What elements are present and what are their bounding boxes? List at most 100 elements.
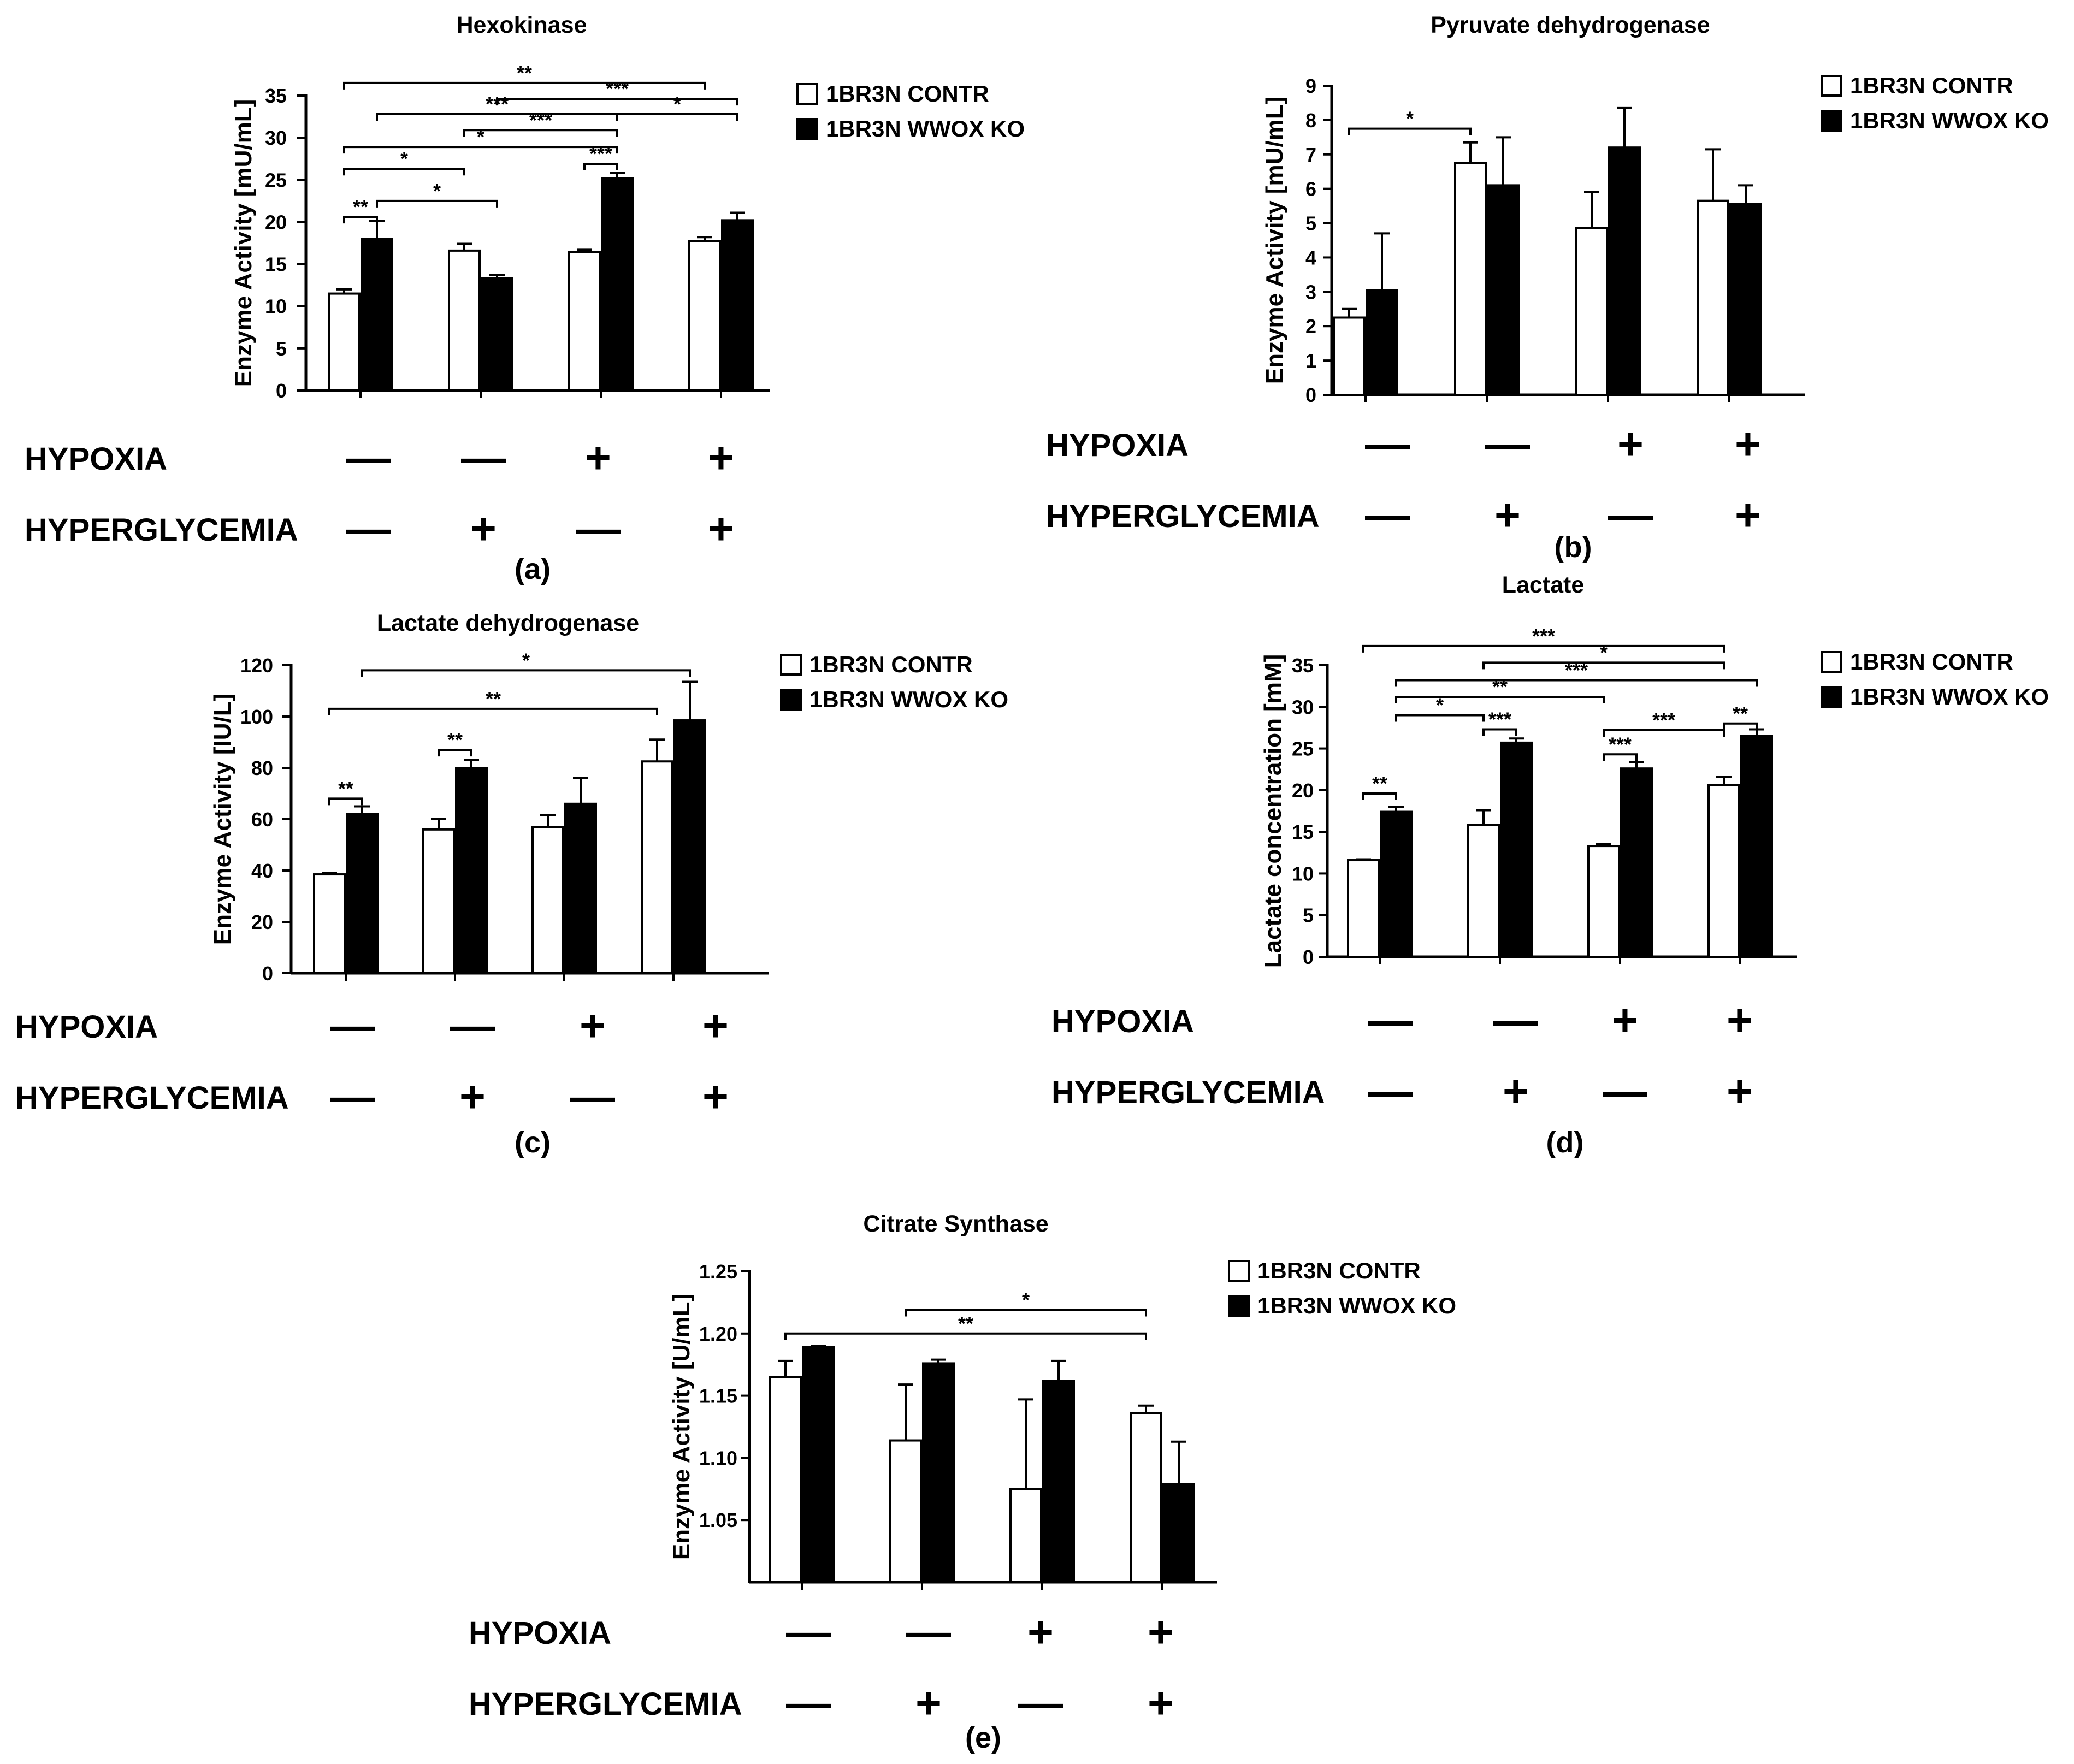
y-tick-label: 4 xyxy=(1305,246,1316,269)
panel-label: (c) xyxy=(515,1126,551,1159)
hypoxia-sign: + xyxy=(585,433,611,483)
panel-e: Citrate Synthase Enzyme Activity [U/mL] 1.… xyxy=(469,1211,1456,1754)
y-tick-label: 1.10 xyxy=(699,1447,737,1469)
hypoxia-sign: — xyxy=(786,1607,831,1657)
bar-contr xyxy=(1454,162,1487,396)
significance-label: *** xyxy=(486,93,509,115)
panel-label: (a) xyxy=(515,553,551,585)
hypoxia-sign: + xyxy=(1735,419,1761,469)
bar-contr xyxy=(313,873,346,975)
hypoxia-sign: + xyxy=(1617,419,1644,469)
significance-bracket xyxy=(583,162,618,170)
y-tick-label: 15 xyxy=(265,253,287,276)
legend-label: 1BR3N WWOX KO xyxy=(1257,1293,1456,1318)
bar-contr xyxy=(448,249,481,392)
y-axis-label: Enzyme Activity [IU/L] xyxy=(209,694,236,945)
significance-label: ** xyxy=(338,777,353,800)
legend-label: 1BR3N WWOX KO xyxy=(1850,684,2049,709)
significance-bracket xyxy=(1348,127,1472,135)
hyperglycemia-sign: + xyxy=(702,1072,729,1122)
bar-contr xyxy=(1333,316,1366,396)
y-tick-label: 25 xyxy=(1292,738,1314,760)
bar-wwox-ko xyxy=(1740,735,1773,958)
hypoxia-sign: — xyxy=(461,433,506,483)
panel-a: Hexokinase Enzyme Activity [mU/mL] 0 5 10 15 2… xyxy=(25,12,1025,585)
significance-label: *** xyxy=(529,109,552,131)
hyperglycemia-sign: — xyxy=(1603,1067,1647,1116)
bar-contr xyxy=(422,828,455,975)
y-tick-label: 60 xyxy=(251,808,273,831)
legend-swatch-contr xyxy=(1821,651,1842,673)
y-tick-label: 8 xyxy=(1305,109,1316,132)
bar-wwox-ko xyxy=(802,1346,835,1583)
chart-title: Citrate Synthase xyxy=(863,1211,1048,1237)
significance-label: *** xyxy=(1532,625,1555,647)
bar-wwox-ko xyxy=(1162,1483,1195,1584)
hyperglycemia-sign: — xyxy=(1608,490,1653,540)
y-tick-label: 40 xyxy=(251,860,273,882)
hypoxia-sign: + xyxy=(1727,996,1753,1045)
significance-bracket xyxy=(1482,728,1517,736)
legend-label: 1BR3N CONTR xyxy=(1850,649,2013,674)
significance-bracket xyxy=(1362,792,1397,800)
significance-label: ** xyxy=(517,62,532,84)
bar-wwox-ko xyxy=(1380,810,1413,958)
significance-label: *** xyxy=(589,143,612,165)
legend-swatch-contr xyxy=(1821,75,1842,97)
y-tick-label: 80 xyxy=(251,757,273,779)
chart-title: Hexokinase xyxy=(456,12,587,38)
hypoxia-sign: + xyxy=(1027,1607,1054,1657)
bar-contr xyxy=(688,240,721,392)
y-tick-label: 10 xyxy=(1292,862,1314,885)
y-tick-label: 6 xyxy=(1305,178,1316,200)
bar-contr xyxy=(1009,1488,1042,1584)
hypoxia-label: HYPOXIA xyxy=(15,1009,158,1045)
y-tick-label: 10 xyxy=(265,295,287,318)
legend-label: 1BR3N CONTR xyxy=(1257,1258,1421,1283)
bar-wwox-ko xyxy=(922,1362,955,1584)
significance-label: ** xyxy=(1372,772,1387,795)
significance-label: * xyxy=(1600,641,1608,664)
significance-label: *** xyxy=(1488,708,1511,730)
hyperglycemia-sign: + xyxy=(459,1072,486,1122)
bar-wwox-ko xyxy=(1042,1380,1075,1584)
hyperglycemia-sign: + xyxy=(708,504,734,554)
significance-label: * xyxy=(673,93,681,115)
y-tick-label: 5 xyxy=(1305,212,1316,235)
bar-contr xyxy=(531,826,564,974)
hypoxia-sign: — xyxy=(1485,419,1530,469)
legend-swatch-contr xyxy=(1228,1260,1250,1282)
significance-label: * xyxy=(1406,108,1414,130)
y-tick-label: 2 xyxy=(1305,315,1316,338)
bar-contr xyxy=(641,760,673,974)
y-axis-label: Lactate concentration [mM] xyxy=(1260,654,1286,968)
significance-label: ** xyxy=(353,196,368,218)
bar-contr xyxy=(1347,859,1380,958)
bar-wwox-ko xyxy=(1608,146,1641,396)
panel-c: Lactate dehydrogenase Enzyme Activity [IU… xyxy=(15,610,1008,1159)
y-axis-label: Enzyme Activity [mU/mL] xyxy=(230,99,257,387)
hyperglycemia-label: HYPERGLYCEMIA xyxy=(15,1080,289,1116)
significance-label: ** xyxy=(1733,702,1748,725)
significance-label: *** xyxy=(1609,733,1632,755)
hyperglycemia-sign: — xyxy=(786,1678,831,1728)
significance-bracket xyxy=(343,81,706,90)
panel-label: (b) xyxy=(1555,531,1592,564)
significance-bracket xyxy=(1395,714,1485,722)
chart-title: Lactate dehydrogenase xyxy=(377,610,639,636)
bar-wwox-ko xyxy=(455,767,488,974)
bar-wwox-ko xyxy=(564,802,597,975)
significance-bracket xyxy=(496,98,738,106)
y-tick-label: 100 xyxy=(240,706,273,728)
significance-label: * xyxy=(1436,694,1444,717)
significance-bracket xyxy=(343,216,378,224)
hyperglycemia-sign: — xyxy=(1365,490,1410,540)
significance-bracket xyxy=(376,199,498,208)
legend-swatch-wwox-ko xyxy=(1821,686,1842,708)
significance-bracket xyxy=(361,669,691,677)
legend-swatch-contr xyxy=(796,83,818,105)
hyperglycemia-sign: + xyxy=(915,1678,942,1728)
bar-contr xyxy=(1575,227,1608,396)
legend-swatch-wwox-ko xyxy=(780,689,802,711)
